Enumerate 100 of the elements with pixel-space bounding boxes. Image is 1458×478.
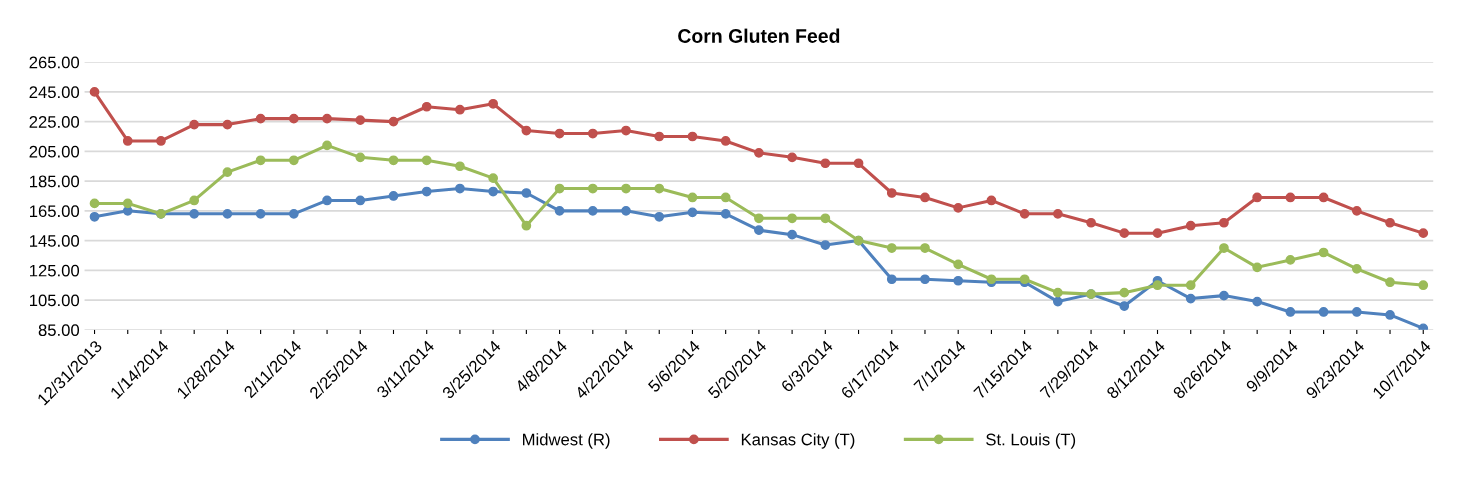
point bbox=[89, 198, 100, 209]
point bbox=[255, 208, 266, 219]
point bbox=[1285, 192, 1296, 203]
point bbox=[488, 186, 499, 197]
point bbox=[886, 274, 897, 285]
point bbox=[654, 211, 665, 222]
point bbox=[687, 192, 698, 203]
point bbox=[521, 125, 532, 136]
point bbox=[1252, 296, 1263, 307]
point bbox=[288, 208, 299, 219]
y-tick-label: 225.00 bbox=[29, 116, 80, 128]
point bbox=[1252, 192, 1263, 203]
point bbox=[89, 87, 100, 97]
point bbox=[787, 229, 797, 240]
point bbox=[455, 183, 465, 194]
point bbox=[1318, 247, 1329, 258]
point bbox=[1185, 293, 1196, 304]
point bbox=[886, 188, 897, 198]
point bbox=[886, 243, 897, 253]
point bbox=[1052, 296, 1063, 307]
point bbox=[621, 205, 631, 216]
point bbox=[1385, 277, 1395, 288]
y-tick-label: 145.00 bbox=[30, 234, 80, 247]
y-tick-label: 165.00 bbox=[30, 205, 80, 218]
point bbox=[1318, 192, 1329, 203]
point bbox=[1219, 243, 1229, 253]
point bbox=[587, 205, 598, 216]
point bbox=[288, 155, 299, 166]
point bbox=[986, 195, 997, 206]
point bbox=[554, 128, 565, 139]
point bbox=[189, 195, 200, 206]
point bbox=[1119, 301, 1130, 311]
point bbox=[953, 203, 964, 213]
point bbox=[920, 192, 930, 203]
point bbox=[787, 213, 797, 224]
point bbox=[1185, 220, 1196, 231]
point bbox=[89, 211, 100, 222]
point bbox=[1052, 287, 1063, 298]
point bbox=[255, 113, 266, 124]
point bbox=[488, 98, 499, 109]
point bbox=[820, 213, 831, 224]
point bbox=[322, 195, 332, 206]
y-tick-label: 205.00 bbox=[29, 145, 80, 158]
point bbox=[920, 274, 930, 285]
point bbox=[1152, 280, 1163, 291]
y-tick-label: 185.00 bbox=[30, 175, 80, 188]
point bbox=[189, 208, 200, 219]
point bbox=[621, 125, 631, 136]
point bbox=[455, 104, 465, 115]
point bbox=[554, 183, 565, 194]
point bbox=[720, 136, 731, 146]
point bbox=[587, 183, 598, 194]
point bbox=[288, 113, 299, 124]
y-tick-label: 245.00 bbox=[29, 86, 80, 99]
point bbox=[355, 152, 366, 163]
legend-label: St. Louis (T) bbox=[986, 433, 1076, 449]
point bbox=[421, 101, 432, 112]
point bbox=[554, 205, 565, 216]
point bbox=[754, 147, 764, 158]
point bbox=[1285, 307, 1296, 317]
point bbox=[587, 128, 598, 139]
point bbox=[1318, 307, 1329, 317]
y-tick-label: 85.00 bbox=[38, 324, 80, 337]
point bbox=[255, 155, 266, 166]
point bbox=[1052, 208, 1063, 219]
point bbox=[687, 131, 698, 142]
point bbox=[820, 240, 831, 250]
point bbox=[488, 173, 499, 183]
point bbox=[1385, 217, 1395, 228]
point bbox=[920, 243, 930, 253]
point bbox=[654, 131, 665, 142]
point bbox=[720, 192, 731, 203]
point bbox=[853, 158, 864, 169]
point bbox=[222, 167, 233, 178]
point bbox=[1019, 208, 1030, 219]
point bbox=[1351, 263, 1362, 274]
point bbox=[521, 188, 532, 198]
point bbox=[1252, 262, 1263, 273]
point bbox=[720, 208, 731, 219]
point bbox=[953, 275, 964, 286]
point bbox=[355, 115, 366, 125]
point bbox=[322, 140, 332, 151]
point bbox=[521, 220, 532, 231]
point bbox=[1385, 310, 1395, 320]
point bbox=[754, 213, 764, 224]
point bbox=[820, 158, 831, 169]
point bbox=[1119, 228, 1130, 239]
point bbox=[455, 161, 465, 172]
y-tick-label: 125.00 bbox=[30, 264, 80, 277]
point bbox=[621, 183, 631, 194]
legend-label: Kansas City (T) bbox=[741, 433, 855, 449]
point bbox=[222, 208, 233, 219]
point bbox=[687, 207, 698, 218]
legend-label: Midwest (R) bbox=[523, 433, 610, 449]
point bbox=[122, 136, 133, 146]
point bbox=[388, 116, 399, 127]
point bbox=[1185, 280, 1196, 291]
point bbox=[787, 152, 797, 163]
point bbox=[355, 195, 366, 206]
point bbox=[654, 183, 665, 194]
